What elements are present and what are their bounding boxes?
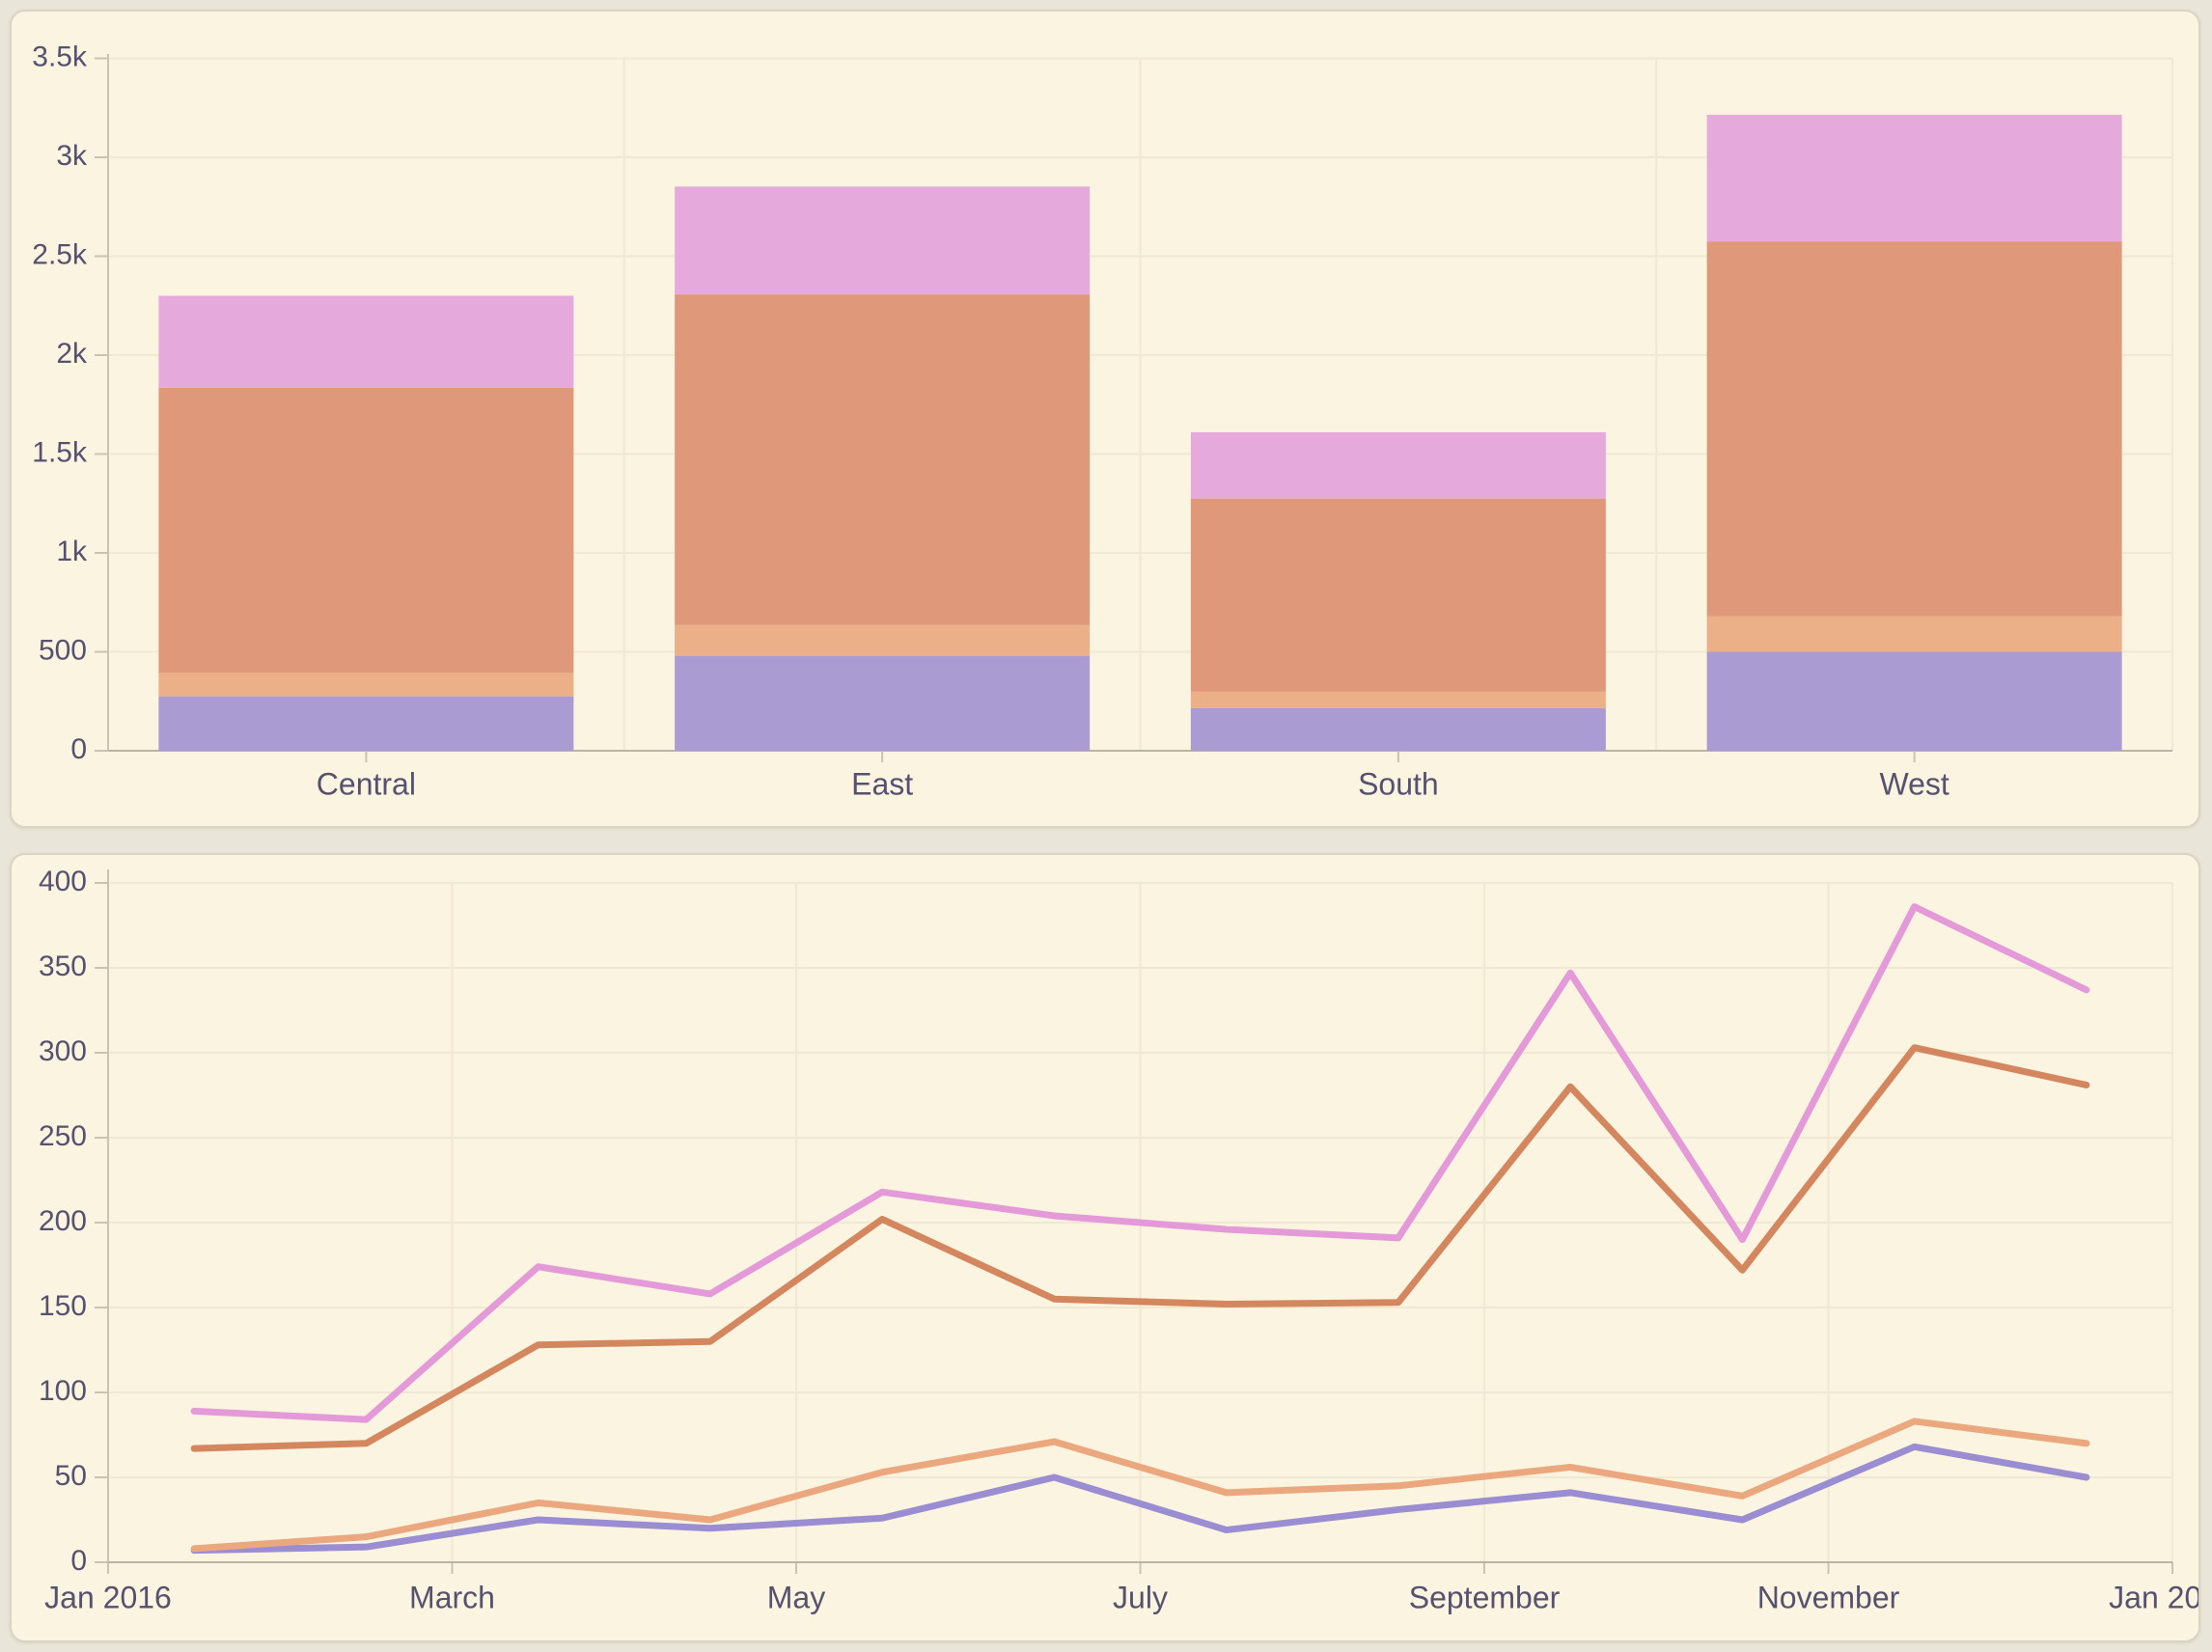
y-axis-tick-label: 150: [39, 1290, 87, 1322]
line-series-pink: [190, 903, 2090, 1423]
x-axis-tick-label: Jan 2017: [2109, 1580, 2200, 1614]
line-series-salmon: [190, 1044, 2090, 1452]
y-axis-tick-label: 0: [70, 733, 87, 765]
stacked-bar-chart-card: 0 500 1k 1.5k 2k 2.5k 3k 3.5k Central East South We…: [10, 10, 2200, 828]
line-series-tan: [190, 1418, 2090, 1553]
y-axis-tick-label: 0: [70, 1545, 87, 1577]
bar-segment-series-3-salmon: [675, 294, 1091, 625]
line-chart-card: 0 50 100 150 200 250 300 350 400 Jan 2016 March May…: [10, 853, 2200, 1642]
x-axis-tick-label: November: [1757, 1580, 1900, 1614]
y-axis-tick-label: 350: [39, 950, 87, 982]
y-axis-tick-label: 2.5k: [32, 238, 88, 270]
y-axis-tick-label: 100: [39, 1375, 87, 1407]
x-axis-tick-label: March: [409, 1580, 495, 1614]
y-axis-tick-label: 1.5k: [32, 436, 88, 468]
bar-segment-series-1-purple: [158, 696, 574, 751]
bar-segment-series-4-pink: [1190, 431, 1606, 499]
stacked-bar-chart: 0 500 1k 1.5k 2k 2.5k 3k 3.5k Central East South We…: [32, 41, 2173, 801]
x-axis-tick-label: July: [1113, 1580, 1168, 1614]
y-axis-tick-label: 400: [39, 866, 87, 897]
bar-segment-series-4-pink: [158, 295, 574, 388]
bar-segment-series-3-salmon: [158, 387, 574, 674]
y-axis-tick-label: 1k: [56, 536, 88, 567]
y-axis-tick-label: 2k: [56, 338, 88, 370]
x-axis-tick-label: May: [767, 1580, 825, 1614]
y-axis-tick-label: 3.5k: [32, 41, 88, 72]
x-axis-category-label: South: [1358, 766, 1439, 801]
y-axis-tick-label: 300: [39, 1035, 87, 1067]
bar-segment-series-1-purple: [1190, 707, 1606, 751]
x-axis-category-label: Central: [317, 766, 416, 801]
y-axis-tick-label: 200: [39, 1205, 87, 1237]
bar-segment-series-1-purple: [675, 655, 1091, 751]
bar-segment-series-2-tan: [158, 673, 574, 697]
y-axis-tick-label: 3k: [56, 140, 88, 172]
x-axis-category-label: West: [1879, 766, 1949, 801]
bar-segment-series-4-pink: [1706, 114, 2122, 242]
x-axis-tick-label: September: [1409, 1580, 1561, 1614]
x-axis-tick-label: Jan 2016: [44, 1580, 172, 1614]
bar-segment-series-2-tan: [1706, 616, 2122, 652]
bar-segment-series-3-salmon: [1706, 241, 2122, 617]
line-chart: 0 50 100 150 200 250 300 350 400 Jan 2016 March May…: [39, 866, 2200, 1615]
bar-segment-series-2-tan: [675, 624, 1091, 656]
line-series-purple: [190, 1443, 2090, 1555]
bar-segment-series-2-tan: [1190, 691, 1606, 708]
bar-segment-series-3-salmon: [1190, 498, 1606, 692]
bar-segment-series-4-pink: [675, 186, 1091, 295]
x-axis-category-label: East: [851, 766, 913, 801]
y-axis-tick-label: 250: [39, 1120, 87, 1152]
bar-segment-series-1-purple: [1706, 651, 2122, 751]
y-axis-tick-label: 50: [55, 1460, 87, 1492]
y-axis-tick-label: 500: [39, 634, 87, 666]
